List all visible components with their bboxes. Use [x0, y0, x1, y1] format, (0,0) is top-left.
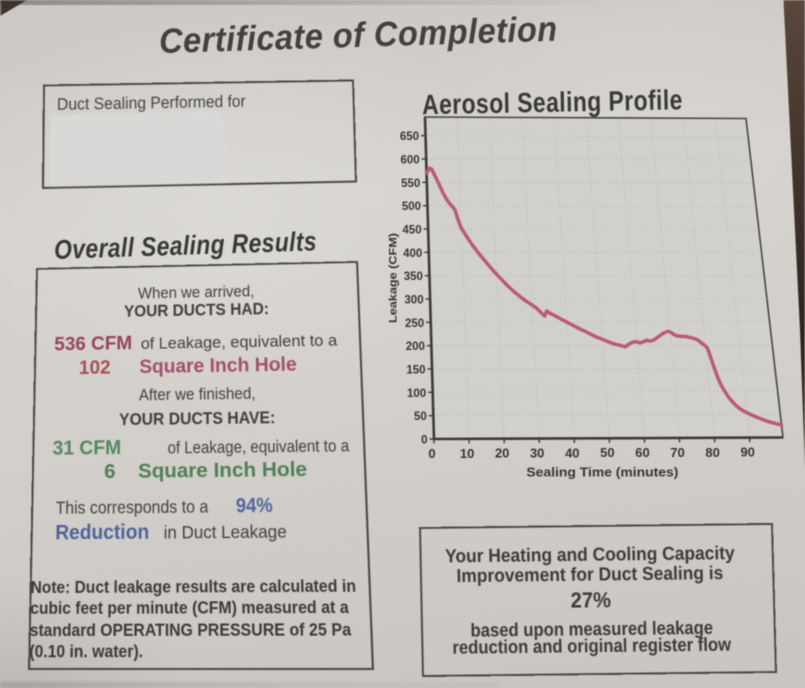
svg-text:40: 40	[565, 445, 579, 460]
svg-text:80: 80	[705, 445, 719, 460]
svg-text:30: 30	[530, 446, 544, 461]
svg-text:350: 350	[404, 271, 423, 283]
svg-text:90: 90	[740, 445, 754, 460]
svg-text:0: 0	[421, 435, 427, 447]
svg-text:500: 500	[402, 201, 421, 213]
svg-text:150: 150	[406, 365, 425, 377]
svg-text:70: 70	[670, 445, 684, 460]
svg-text:0: 0	[428, 446, 435, 461]
svg-text:300: 300	[404, 295, 423, 307]
svg-text:450: 450	[402, 225, 421, 237]
svg-text:Sealing Time (minutes): Sealing Time (minutes)	[526, 464, 678, 479]
svg-text:60: 60	[635, 445, 649, 460]
svg-text:50: 50	[414, 411, 427, 423]
svg-text:10: 10	[460, 446, 474, 461]
svg-text:50: 50	[600, 445, 614, 460]
svg-text:100: 100	[407, 388, 426, 400]
svg-text:400: 400	[403, 248, 422, 260]
svg-text:600: 600	[401, 155, 420, 167]
svg-text:250: 250	[405, 318, 424, 330]
svg-text:20: 20	[495, 446, 509, 461]
svg-text:650: 650	[400, 131, 419, 143]
svg-text:Leakage (CFM): Leakage (CFM)	[388, 233, 400, 323]
svg-text:200: 200	[406, 341, 425, 353]
svg-text:550: 550	[401, 178, 420, 190]
